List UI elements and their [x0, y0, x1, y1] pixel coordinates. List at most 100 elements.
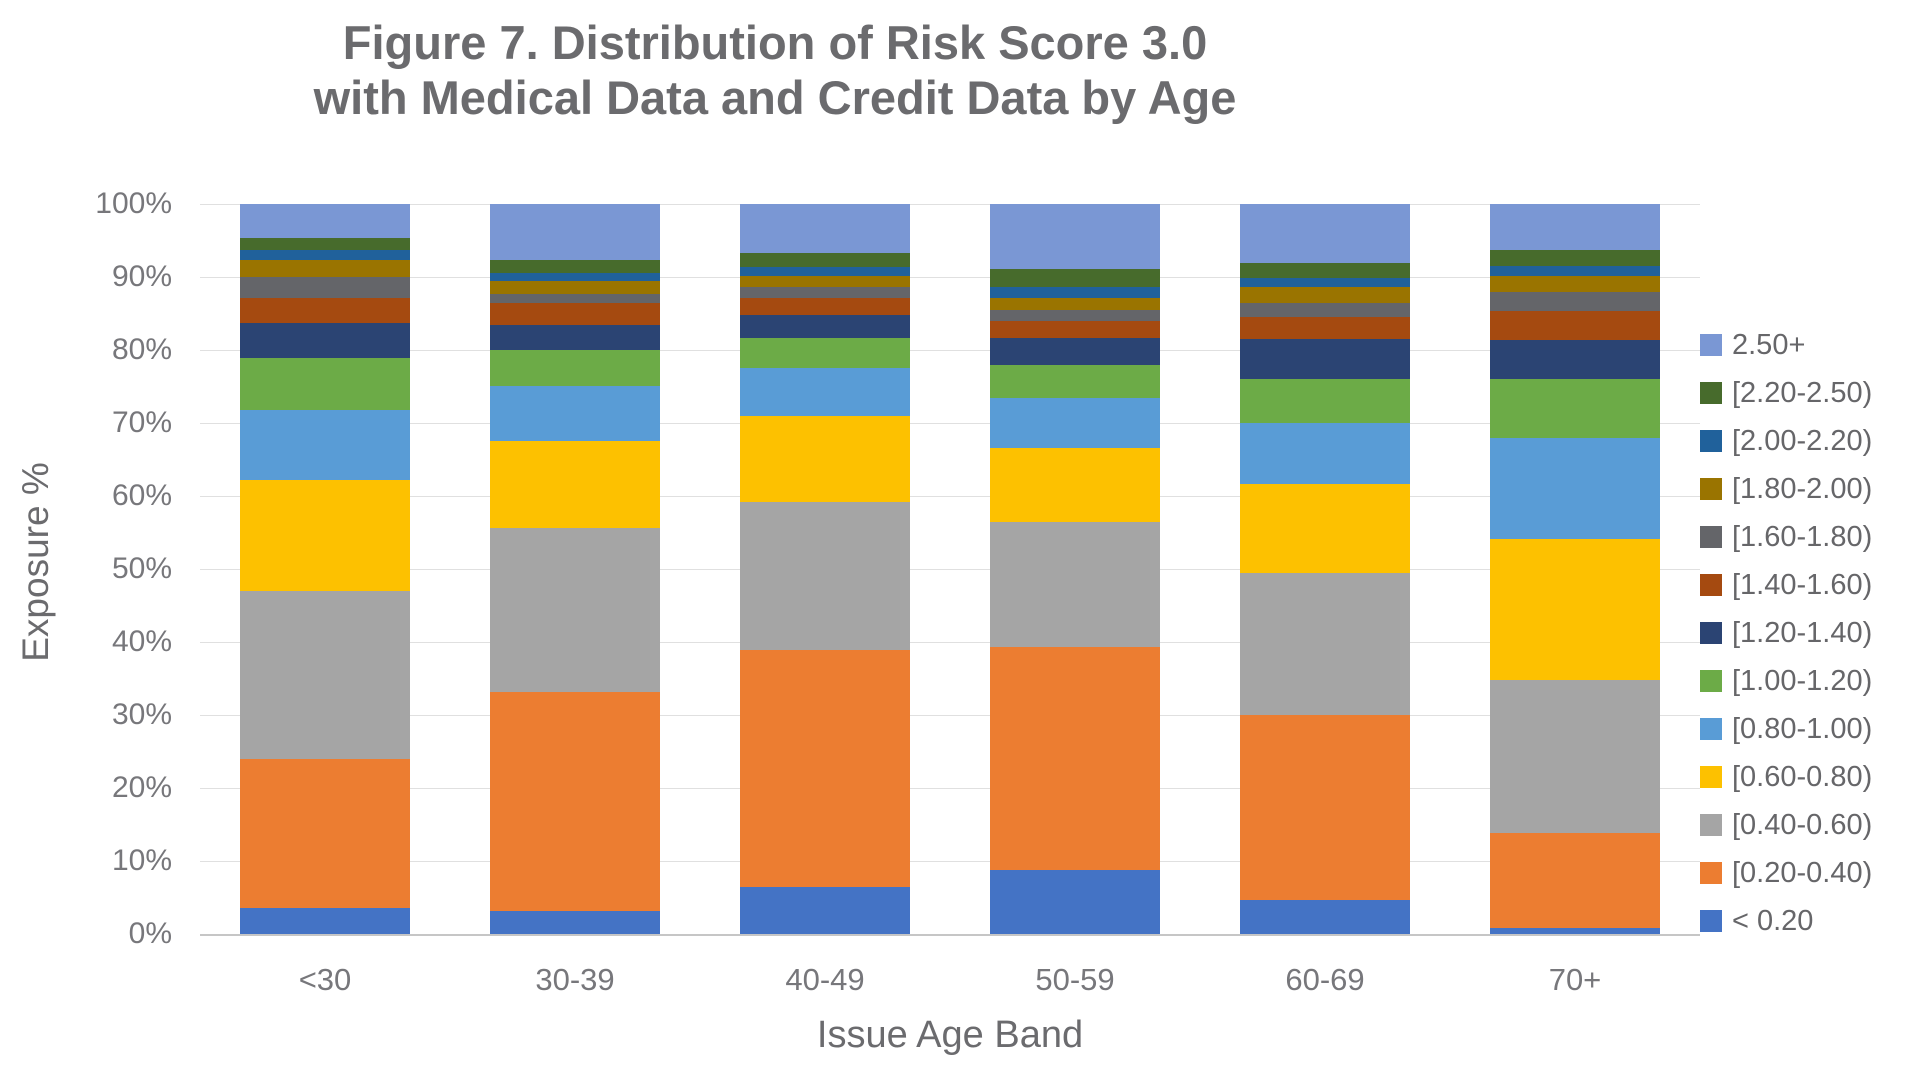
y-axis-tick-labels: 0% 10% 20% 30% 40% 50% 60% 70% 80% 90% 100%: [0, 187, 186, 950]
y-tick-label: 60%: [111, 479, 172, 512]
legend-swatch-icon: [1700, 574, 1722, 596]
bar-segment: [740, 298, 910, 315]
legend-swatch-icon: [1700, 670, 1722, 692]
legend-swatch-icon: [1700, 382, 1722, 404]
bar-segment: [740, 252, 910, 267]
gridline: [200, 569, 1700, 570]
gridline: [200, 715, 1700, 716]
bar-slot: [200, 204, 450, 934]
bar-segment: [490, 281, 660, 294]
bar-slot: [450, 204, 700, 934]
legend-swatch-icon: [1700, 478, 1722, 500]
legend-label: [1.40-1.60): [1732, 568, 1873, 601]
bar-segment: [990, 869, 1160, 934]
bar-segment: [1240, 572, 1410, 716]
bar-segment: [990, 522, 1160, 648]
bar-segment: [490, 385, 660, 442]
bar-segment: [1240, 423, 1410, 484]
y-tick-label: 70%: [111, 406, 172, 439]
bar-segment: [240, 358, 410, 410]
chart-title: Figure 7. Distribution of Risk Score 3.0…: [0, 16, 1550, 125]
legend-item: [2.00-2.20): [1700, 426, 1872, 455]
legend-label: [0.80-1.00): [1732, 712, 1873, 745]
legend-swatch-icon: [1700, 622, 1722, 644]
gridline: [200, 204, 1700, 205]
bar-segment: [1490, 833, 1660, 929]
bar-segment: [240, 277, 410, 299]
legend-item: [1.80-2.00): [1700, 474, 1872, 503]
bar-segment: [1490, 310, 1660, 340]
stacked-bar-<30: [240, 204, 410, 934]
bar-segment: [1490, 539, 1660, 680]
plot-area: [200, 204, 1700, 936]
bar-segment: [490, 325, 660, 351]
gridline: [200, 642, 1700, 643]
stacked-bar-70+: [1490, 204, 1660, 934]
legend-label: [0.40-0.60): [1732, 808, 1873, 841]
bar-segment: [990, 447, 1160, 523]
bar-segment: [1490, 266, 1660, 276]
bar-segment: [240, 260, 410, 278]
bar-segment: [740, 266, 910, 277]
bar-segment: [240, 298, 410, 324]
legend-item: [1.60-1.80): [1700, 522, 1872, 551]
legend-swatch-icon: [1700, 862, 1722, 884]
legend-label: 2.50+: [1732, 328, 1806, 361]
bar-segment: [490, 259, 660, 273]
bar-segment: [490, 691, 660, 911]
legend-item: [1.20-1.40): [1700, 618, 1872, 647]
bar-segment: [490, 528, 660, 692]
bar-segment: [990, 298, 1160, 310]
bar-segment: [740, 338, 910, 369]
y-tick-label: 10%: [111, 844, 172, 877]
bar-segment: [990, 338, 1160, 365]
legend-label: [2.20-2.50): [1732, 376, 1873, 409]
bar-segment: [490, 910, 660, 934]
x-tick-label: 60-69: [1285, 962, 1365, 997]
gridline: [200, 423, 1700, 424]
bar-segment: [740, 276, 910, 287]
bar-segment: [1490, 928, 1660, 934]
bar-segment: [990, 286, 1160, 299]
bars-row: [200, 204, 1700, 934]
bar-segment: [1490, 250, 1660, 267]
x-tick-label: <30: [298, 962, 352, 997]
bar-segment: [1240, 287, 1410, 303]
bar-segment: [1240, 378, 1410, 424]
bar-segment: [490, 441, 660, 529]
legend-item: [0.60-0.80): [1700, 762, 1872, 791]
legend-item: [1.00-1.20): [1700, 666, 1872, 695]
legend-item: [0.20-0.40): [1700, 858, 1872, 887]
bar-segment: [1490, 438, 1660, 540]
x-axis-title: Issue Age Band: [816, 1014, 1084, 1056]
bar-segment: [1490, 339, 1660, 380]
bar-segment: [240, 758, 410, 909]
legend-label: [1.20-1.40): [1732, 616, 1873, 649]
stacked-bar-40-49: [740, 204, 910, 934]
bar-segment: [1240, 715, 1410, 900]
legend-label: [0.20-0.40): [1732, 856, 1873, 889]
bar-segment: [1490, 679, 1660, 834]
bar-segment: [740, 887, 910, 934]
bar-segment: [990, 309, 1160, 321]
bar-segment: [990, 364, 1160, 399]
bar-segment: [740, 286, 910, 299]
bar-slot: [700, 204, 950, 934]
bar-segment: [1490, 275, 1660, 293]
chart-title-line2: with Medical Data and Credit Data by Age: [313, 70, 1237, 124]
bar-segment: [1240, 277, 1410, 288]
bar-segment: [490, 350, 660, 386]
y-tick-label: 100%: [95, 187, 172, 220]
stacked-bar-30-39: [490, 204, 660, 934]
legend-label: [0.60-0.80): [1732, 760, 1873, 793]
bar-segment: [490, 293, 660, 304]
bar-segment: [240, 238, 410, 251]
bar-segment: [740, 204, 910, 253]
bar-segment: [740, 314, 910, 339]
bar-segment: [490, 303, 660, 326]
gridline: [200, 861, 1700, 862]
bar-segment: [1240, 263, 1410, 278]
legend-label: [1.00-1.20): [1732, 664, 1873, 697]
bar-segment: [240, 204, 410, 239]
bar-segment: [1490, 379, 1660, 439]
